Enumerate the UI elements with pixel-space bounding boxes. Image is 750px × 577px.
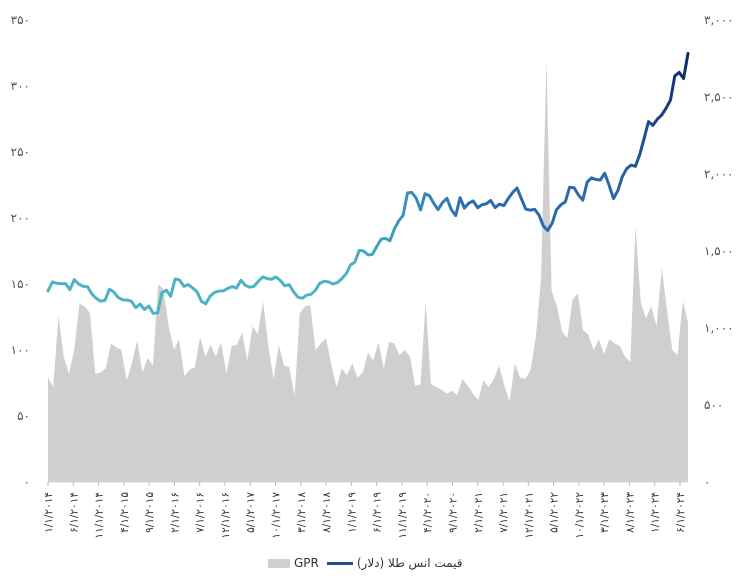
left-tick-label: ۵۰ [17, 409, 30, 423]
x-tick-label: ۷/۱/۲۰۲۱ [498, 492, 510, 533]
left-tick-label: ۲۰۰ [11, 211, 30, 225]
x-tick-label: ۱/۱/۲۰۱۴ [43, 492, 55, 533]
x-tick-label: ۵/۱/۲۰۱۷ [245, 492, 257, 533]
x-tick-label: ۵/۱/۲۰۲۲ [549, 492, 561, 533]
x-tick-label: ۱۰/۱/۲۰۱۷ [271, 492, 283, 539]
x-tick-label: ۳/۱/۲۰۱۸ [296, 492, 308, 533]
gold-swatch [326, 561, 353, 565]
x-tick-label: ۴/۱/۲۰۱۵ [119, 492, 131, 533]
x-tick-label: ۱۰/۱/۲۰۲۲ [574, 492, 586, 539]
x-tick-label: ۲/۱/۲۰۲۱ [473, 492, 485, 533]
right-tick-label: ۱,۰۰۰ [704, 321, 734, 335]
left-tick-label: ۳۵۰ [11, 13, 30, 27]
x-tick-label: ۱/۱/۲۰۱۹ [346, 492, 358, 533]
legend: GPR قیمت انس طلا (دلار) [268, 556, 462, 570]
right-tick-label: ۱,۵۰۰ [704, 244, 734, 258]
gold-price-line-series [46, 51, 690, 315]
right-tick-label: ۲,۰۰۰ [704, 167, 734, 181]
right-tick-label: ۵۰۰ [704, 398, 723, 412]
legend-item-gpr: GPR [268, 556, 319, 570]
left-tick-label: ۰ [24, 475, 30, 489]
x-tick-label: ۱۱/۱/۲۰۱۴ [94, 492, 106, 539]
x-axis: ۱/۱/۲۰۱۴ ۶/۱/۲۰۱۴ ۱۱/۱/۲۰۱۴ ۴/۱/۲۰۱۵ ۹/۱/۲۰۱… [43, 482, 687, 539]
left-tick-label: ۲۵۰ [11, 145, 30, 159]
x-tick-label: ۱۱/۱/۲۰۱۹ [397, 492, 409, 539]
gpr-area-series [48, 59, 688, 482]
gold-price-line [46, 51, 690, 315]
x-tick-label: ۱۲/۱/۲۰۱۶ [220, 492, 232, 539]
x-tick-label: ۷/۱/۲۰۱۶ [195, 492, 207, 533]
right-tick-label: ۰ [704, 475, 710, 489]
right-tick-label: ۳,۰۰۰ [704, 13, 734, 27]
gpr-area [48, 59, 688, 482]
legend-item-gold: قیمت انس طلا (دلار) [326, 556, 463, 570]
x-tick-label: ۱۲/۱/۲۰۲۱ [523, 492, 535, 539]
x-tick-label: ۱/۱/۲۰۲۴ [650, 492, 662, 533]
x-tick-label: ۴/۱/۲۰۲۰ [422, 492, 434, 533]
left-tick-label: ۱۵۰ [11, 277, 30, 291]
chart: ۰ ۵۰ ۱۰۰ ۱۵۰ ۲۰۰ ۲۵۰ ۳۰۰ ۳۵۰ ۰ ۵۰۰ ۱,۰۰۰ ۱,۵۰۰ ۲,۰۰… [11, 13, 734, 539]
x-tick-label: ۸/۱/۲۰۲۳ [624, 492, 636, 533]
gpr-swatch [268, 558, 290, 568]
x-tick-label: ۸/۱/۲۰۱۸ [321, 492, 333, 533]
left-tick-label: ۳۰۰ [11, 79, 30, 93]
left-tick-label: ۱۰۰ [11, 343, 30, 357]
x-tick-label: ۶/۱/۲۰۱۴ [68, 492, 80, 533]
x-tick-label: ۶/۱/۲۰۱۹ [372, 492, 384, 533]
legend-label-gpr: GPR [294, 556, 319, 570]
x-tick-label: ۶/۱/۲۰۲۴ [675, 492, 687, 533]
left-y-axis: ۰ ۵۰ ۱۰۰ ۱۵۰ ۲۰۰ ۲۵۰ ۳۰۰ ۳۵۰ [11, 13, 30, 489]
legend-label-gold: قیمت انس طلا (دلار) [356, 556, 463, 570]
x-tick-label: ۲/۱/۲۰۱۶ [169, 492, 181, 533]
x-tick-label: ۹/۱/۲۰۱۵ [144, 492, 156, 533]
x-tick-label: ۹/۱/۲۰۲۰ [447, 492, 459, 533]
right-tick-label: ۲,۵۰۰ [704, 90, 734, 104]
right-y-axis: ۰ ۵۰۰ ۱,۰۰۰ ۱,۵۰۰ ۲,۰۰۰ ۲,۵۰۰ ۳,۰۰۰ [704, 13, 734, 489]
x-tick-label: ۳/۱/۲۰۲۳ [599, 492, 611, 533]
